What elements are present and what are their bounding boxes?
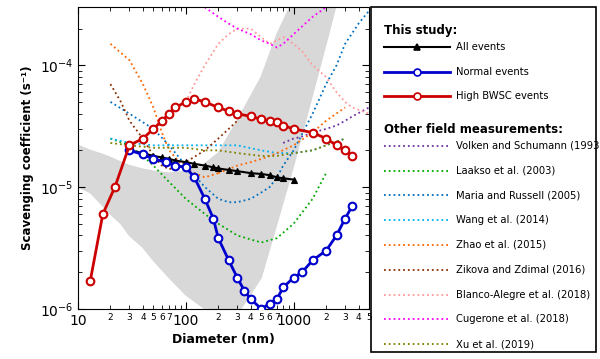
Text: Zhao et al. (2015): Zhao et al. (2015) [457,240,547,250]
Y-axis label: Scavenging coefficient (s⁻¹): Scavenging coefficient (s⁻¹) [21,66,34,250]
Text: This study:: This study: [385,24,458,37]
Text: Wang et al. (2014): Wang et al. (2014) [457,215,549,225]
Text: Normal events: Normal events [457,67,529,76]
Text: High BWSC events: High BWSC events [457,92,549,102]
Text: Laakso et al. (2003): Laakso et al. (2003) [457,165,556,176]
Text: Xu et al. (2019): Xu et al. (2019) [457,339,534,349]
Text: All events: All events [457,42,506,52]
Text: Cugerone et al. (2018): Cugerone et al. (2018) [457,314,569,325]
Text: Volken and Schumann (1993): Volken and Schumann (1993) [457,141,600,151]
X-axis label: Diameter (nm): Diameter (nm) [172,333,275,346]
Text: Zikova and Zdimal (2016): Zikova and Zdimal (2016) [457,265,586,275]
Text: Other field measurements:: Other field measurements: [385,123,563,136]
Text: Blanco-Alegre et al. (2018): Blanco-Alegre et al. (2018) [457,290,590,300]
Text: Maria and Russell (2005): Maria and Russell (2005) [457,190,581,200]
